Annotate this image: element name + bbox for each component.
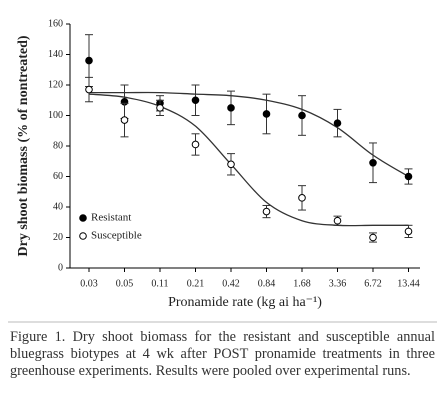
y-tick-label: 80 bbox=[53, 140, 63, 151]
x-axis-label: Pronamide rate (kg ai ha⁻¹) bbox=[168, 295, 322, 310]
y-tick-label: 60 bbox=[53, 171, 63, 182]
x-tick-label: 0.21 bbox=[187, 278, 205, 289]
y-tick-label: 40 bbox=[53, 201, 63, 212]
legend-marker bbox=[79, 214, 87, 222]
marker bbox=[262, 207, 271, 216]
y-tick-label: 20 bbox=[53, 232, 63, 243]
marker bbox=[333, 216, 342, 225]
marker bbox=[298, 111, 306, 120]
legend-label: Resistant bbox=[91, 212, 131, 224]
legend-marker bbox=[79, 232, 87, 240]
x-tick-label: 1.68 bbox=[293, 278, 311, 289]
marker bbox=[262, 110, 271, 118]
marker bbox=[85, 56, 93, 65]
x-tick-label: 0.03 bbox=[80, 278, 98, 289]
marker bbox=[120, 116, 129, 124]
marker bbox=[227, 104, 235, 112]
fit-curve bbox=[89, 91, 409, 178]
marker bbox=[156, 104, 164, 112]
y-tick-label: 100 bbox=[48, 110, 63, 121]
marker bbox=[404, 172, 413, 181]
marker bbox=[191, 96, 200, 105]
marker bbox=[298, 194, 306, 202]
marker bbox=[369, 233, 377, 242]
marker bbox=[227, 160, 235, 169]
fit-curve bbox=[88, 93, 409, 227]
y-tick-label: 0 bbox=[58, 262, 63, 273]
figure-caption: Figure 1. Dry shoot biomass for the resi… bbox=[10, 329, 435, 379]
marker bbox=[191, 140, 200, 149]
x-tick-label: 6.72 bbox=[364, 278, 382, 289]
marker bbox=[369, 158, 377, 167]
y-tick-label: 120 bbox=[48, 79, 63, 90]
y-tick-label: 160 bbox=[48, 18, 63, 29]
y-axis-label: Dry shoot biomass (% of nontreated) bbox=[16, 35, 31, 256]
marker bbox=[333, 119, 342, 127]
marker bbox=[85, 85, 93, 94]
legend-label: Susceptible bbox=[91, 230, 142, 242]
x-tick-label: 0.05 bbox=[116, 278, 134, 289]
x-tick-label: 0.84 bbox=[258, 278, 276, 289]
y-tick-label: 140 bbox=[48, 49, 63, 60]
marker bbox=[404, 227, 413, 236]
x-tick-label: 0.42 bbox=[222, 278, 240, 289]
x-tick-label: 0.11 bbox=[151, 278, 168, 289]
x-tick-label: 3.36 bbox=[329, 278, 347, 289]
x-tick-label: 13.44 bbox=[397, 278, 420, 289]
